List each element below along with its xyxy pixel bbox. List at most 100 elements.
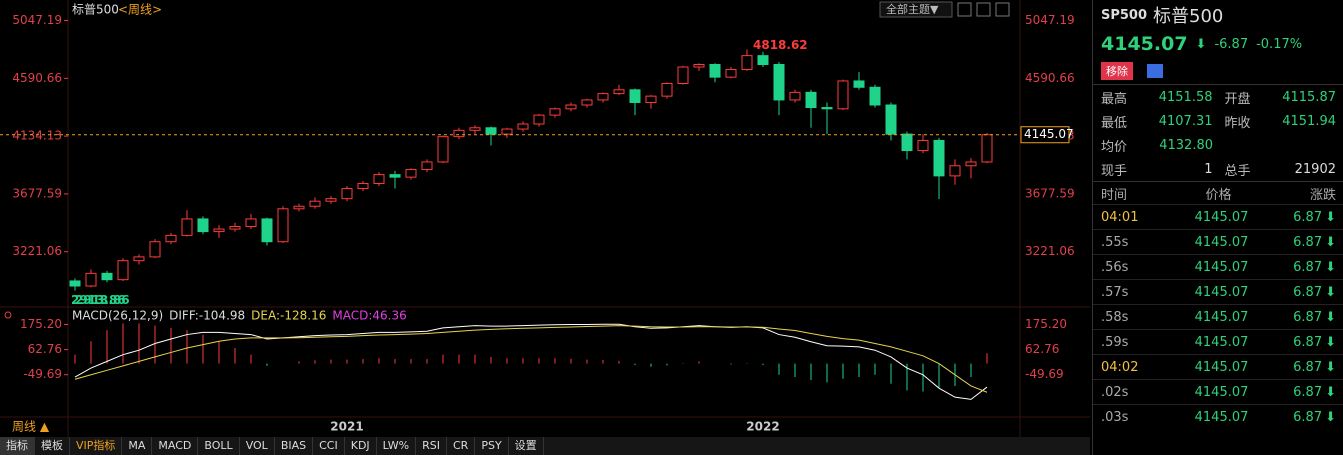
toolbar-item[interactable]: LW% <box>377 437 417 455</box>
tick-price: 4145.07 <box>1194 284 1249 300</box>
stat-value: 4115.87 <box>1282 89 1336 105</box>
toolbar-item[interactable]: VOL <box>240 437 275 455</box>
stat-label: 最高 <box>1101 91 1128 107</box>
toolbar-item[interactable]: 模板 <box>35 437 70 455</box>
toolbar-item[interactable]: BOLL <box>198 437 240 455</box>
stat-label: 总手 <box>1224 163 1251 179</box>
tick-change: 6.87 <box>1293 234 1323 250</box>
tick-change: 6.87 <box>1293 309 1323 325</box>
candle-body <box>933 139 945 177</box>
candle-body <box>965 161 977 167</box>
period-button[interactable]: 周线 ▲ <box>12 420 50 434</box>
tick-price: 4145.07 <box>1194 334 1249 350</box>
theme-button[interactable] <box>879 1 953 18</box>
candle-body <box>501 128 513 135</box>
candle-body <box>261 218 273 243</box>
low-label: 2913.86 <box>75 293 130 307</box>
toolbar-item[interactable]: 指标 <box>0 437 35 455</box>
candle-body <box>245 218 257 228</box>
y-tick-label: 62.76 <box>1025 342 1059 356</box>
candle-body <box>741 55 753 71</box>
tick-row: 04:01 4145.07 6.87 ⬇ <box>1093 204 1343 229</box>
y-tick-label: -49.69 <box>1025 367 1064 381</box>
candle-body <box>981 134 993 163</box>
candle-body <box>325 198 337 202</box>
candle-body <box>85 272 97 287</box>
indicator-label: DEA:-128.16 <box>251 309 326 323</box>
candle-body <box>693 63 705 68</box>
candle-body <box>133 256 145 262</box>
tick-row: .55s 4145.07 6.87 ⬇ <box>1093 229 1343 254</box>
change: -6.87 <box>1214 36 1249 52</box>
candle-body <box>901 133 913 152</box>
candle-body <box>181 218 193 236</box>
candle-body <box>149 241 161 258</box>
candle-body <box>757 55 769 65</box>
toolbar-item[interactable]: CCI <box>313 437 345 455</box>
tick-price: 4145.07 <box>1194 209 1249 225</box>
candle-body <box>293 205 305 210</box>
down-arrow: ⬇ <box>1325 284 1337 300</box>
candle-body <box>869 86 881 106</box>
down-arrow: ⬇ <box>1325 384 1337 400</box>
name: 标普500 <box>1153 6 1224 27</box>
stat-label: 开盘 <box>1224 91 1251 107</box>
stats: 最高 4151.58 开盘 4115.87 最低 4107.31 昨收 4151.94 均价 41… <box>1093 85 1343 181</box>
candle-body <box>309 200 321 207</box>
candle-body <box>373 174 385 184</box>
y-tick-label: 4134.13 <box>12 129 62 143</box>
candle-body <box>469 127 481 131</box>
tick-row: .56s 4145.07 6.87 ⬇ <box>1093 254 1343 279</box>
toolbar-item[interactable]: KDJ <box>345 437 377 455</box>
candle-body <box>837 80 849 110</box>
candle-body <box>885 104 897 135</box>
chart-title: 标普500 <box>72 3 119 17</box>
toolbar-item[interactable]: CR <box>447 437 476 455</box>
candle-body <box>117 260 129 281</box>
stat-value: 4132.80 <box>1159 137 1213 153</box>
stat-value: 21902 <box>1294 161 1336 177</box>
candle-body <box>725 69 737 78</box>
icon-button[interactable] <box>957 2 972 17</box>
code: SP500 <box>1101 7 1148 23</box>
icon-button[interactable] <box>995 2 1010 17</box>
toolbar-item[interactable]: 设置 <box>509 437 544 455</box>
toolbar: 指标 模板 VIP指标 MA MACD BOLL VOL BIAS CCI KDJ LW% RSI CR… <box>0 437 1090 455</box>
tick-price: 4145.07 <box>1194 309 1249 325</box>
toolbar-item[interactable]: MACD <box>152 437 199 455</box>
stat-label: 现手 <box>1101 163 1128 179</box>
y-tick-label: 4590.66 <box>1025 71 1075 85</box>
tick-change: 6.87 <box>1293 284 1323 300</box>
price: 4145.07 <box>1101 33 1188 55</box>
down-arrow: ⬇ <box>1325 259 1337 275</box>
dea-line <box>74 325 988 393</box>
ticks-table: 时间 价格 涨跌 04:01 4145.07 6.87 ⬇ .55s 4145.07 6.87 ⬇.… <box>1093 181 1343 429</box>
tick-time: .02s <box>1101 384 1129 400</box>
tick-row: .57s 4145.07 6.87 ⬇ <box>1093 279 1343 304</box>
toolbar-item[interactable]: BIAS <box>275 437 314 455</box>
tick-time: 04:01 <box>1101 209 1139 225</box>
candle-body <box>69 280 81 287</box>
candle-body <box>517 123 529 130</box>
remove-button[interactable]: 移除 <box>1101 62 1133 80</box>
toolbar-item[interactable]: VIP指标 <box>70 437 123 455</box>
toolbar-item[interactable]: MA <box>122 437 153 455</box>
tick-price: 4145.07 <box>1194 384 1249 400</box>
theme-button-label[interactable]: 全部主题▼ <box>886 2 939 16</box>
candle-body <box>949 165 961 177</box>
icon-button[interactable] <box>976 2 991 17</box>
indicator-label: MACD:46.36 <box>332 309 406 323</box>
tick-row: .59s 4145.07 6.87 ⬇ <box>1093 329 1343 354</box>
pct: -0.17% <box>1256 36 1303 52</box>
quote-panel: SP500 标普500 4145.07 ⬇ -6.87 -0.17% 移除 最高 4151… <box>1092 0 1343 455</box>
stat-label: 最低 <box>1101 115 1128 131</box>
y-tick-label: 175.20 <box>20 317 62 331</box>
down-arrow: ⬇ <box>1325 409 1337 425</box>
toolbar-item[interactable]: PSY <box>475 437 509 455</box>
alert-button[interactable] <box>1147 64 1163 78</box>
indicator-icon <box>4 311 12 319</box>
chart: 标普500 <周线> 全部主题▼ 周线 ▲ 5047.19 5047.19 4590… <box>0 0 1090 437</box>
high-label: 4818.62 <box>753 38 808 52</box>
toolbar-item[interactable]: RSI <box>416 437 447 455</box>
candle-body <box>405 169 417 178</box>
